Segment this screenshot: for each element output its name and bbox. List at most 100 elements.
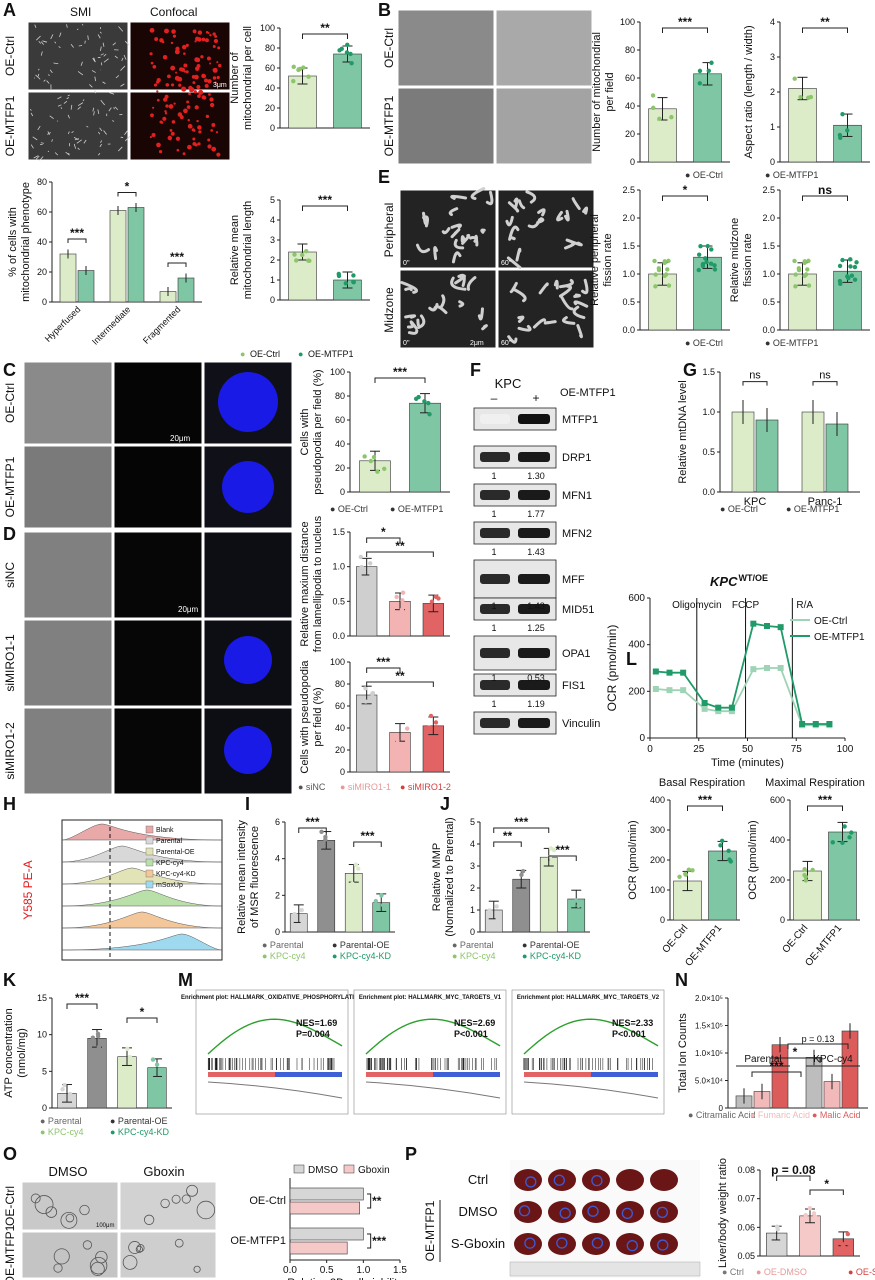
row-label: OE-Ctrl [3,36,17,76]
tumor-marker [621,1207,633,1219]
row-label: Peripheral [382,203,396,258]
x-tick-label: OE-Ctrl [660,923,690,956]
mito-signal [205,114,210,119]
mito-signal [173,102,176,105]
if-ctrl [113,361,203,445]
mito-strand [525,190,537,204]
mito-signal [168,104,174,109]
blot-quant: 1 [491,673,496,683]
liver [548,1201,576,1223]
mito-strand [47,131,50,135]
panel-letter: E [378,167,390,187]
mito-signal [156,98,160,102]
data-point [90,1035,96,1040]
mito-signal [167,74,171,79]
tumor-marker [587,1205,599,1217]
mito-strand [32,136,38,141]
y-axis-label: of MSR fluorescence [249,826,261,928]
mito-signal [198,89,204,95]
y-tick-label: 0.05 [737,1251,755,1261]
legend-swatch [293,1164,305,1174]
mito-signal [214,81,217,84]
significance-bracket [776,1175,811,1181]
nucleus [218,372,278,432]
mito-strand [47,74,50,76]
significance-bracket [802,27,848,33]
legend-label: ● KPC-cy4-KD [332,951,391,961]
blot-lane-plus: + [532,391,539,405]
ranked-metric [365,1081,501,1099]
panel-letter: K [3,970,16,990]
mito-signal [207,79,212,84]
mito-signal [164,110,167,113]
blot-band [480,648,510,658]
blot-band [518,414,550,424]
mito-signal [151,132,156,138]
blot-band [480,680,510,690]
mito-signal [167,135,173,141]
mito-signal [180,67,186,72]
y-tick-label: 200 [770,875,785,885]
y-tick-label: 20 [335,463,345,473]
blot-quant: 1 [491,623,496,633]
live-image-midzone-0 [399,269,497,349]
mito-signal [175,136,181,141]
bar [317,840,336,933]
blot-quant: 1 [491,601,496,611]
significance-label: *** [818,793,832,807]
y-tick-label: 20 [625,129,635,139]
brightfield-siNC [23,531,113,619]
gsea-pvalue: P=0.004 [296,1029,330,1039]
blot-quant: 1 [491,471,496,481]
chart-i-msr: 0 2 4 6 Relative mean intensity of MSR fluore… [236,815,395,937]
mito-strand [97,152,101,156]
mito-strand [538,282,549,295]
mito-strand [422,211,428,225]
blot-strip [473,445,557,469]
mito-signal [175,46,180,51]
data-point [292,252,297,257]
y-tick-label: 2.5 [762,185,775,195]
enrichment-curve [207,1018,343,1055]
tumor-marker [626,1239,638,1252]
legend-swatch [145,880,154,889]
mito-strand [558,284,573,298]
legend-label: ● Fumaric Acid [750,1110,810,1120]
chart-l-maximal: 0 200 400 600 OCR (pmol/min) *** [747,793,860,925]
mito-strand [70,104,73,110]
brightfield-siMIRO1-2 [23,707,113,795]
organoid [89,1256,108,1275]
data-point [683,872,688,877]
data-point [426,400,431,406]
organoid-mtfp1-gboxin [119,1231,217,1279]
significance-bracket [662,195,708,201]
ranked-metric [523,1081,659,1099]
data-point [514,881,519,886]
tumor-marker [591,1174,603,1187]
blot-label: OPA1 [562,648,591,660]
blot-strip [473,483,557,507]
data-point [371,455,377,460]
mito-strand [82,99,85,102]
mito-strand [29,108,32,111]
mito-signal [149,52,153,56]
organoid [79,1204,90,1216]
mito-strand [35,35,41,41]
y-tick-label: 1.5 [622,241,635,251]
y-tick-label: 0 [470,927,475,937]
y-tick-label: 1.5 [702,367,715,377]
y-axis-label: Cells with [299,408,311,455]
significance-label: * [381,525,386,539]
data-point [830,840,835,845]
blot-quant: 1 [491,547,496,557]
y-tick-label: 60 [265,63,275,73]
data-point [395,738,400,743]
y-tick-label: 400 [628,640,645,651]
data-point [382,466,387,471]
mito-strand [400,281,418,294]
y-axis-label: mitochondrial per cell [242,26,254,130]
mito-signal [212,45,216,49]
legend-marker: ● [298,349,303,359]
blot-header: KPC [495,376,522,391]
blot-strip [473,521,557,545]
